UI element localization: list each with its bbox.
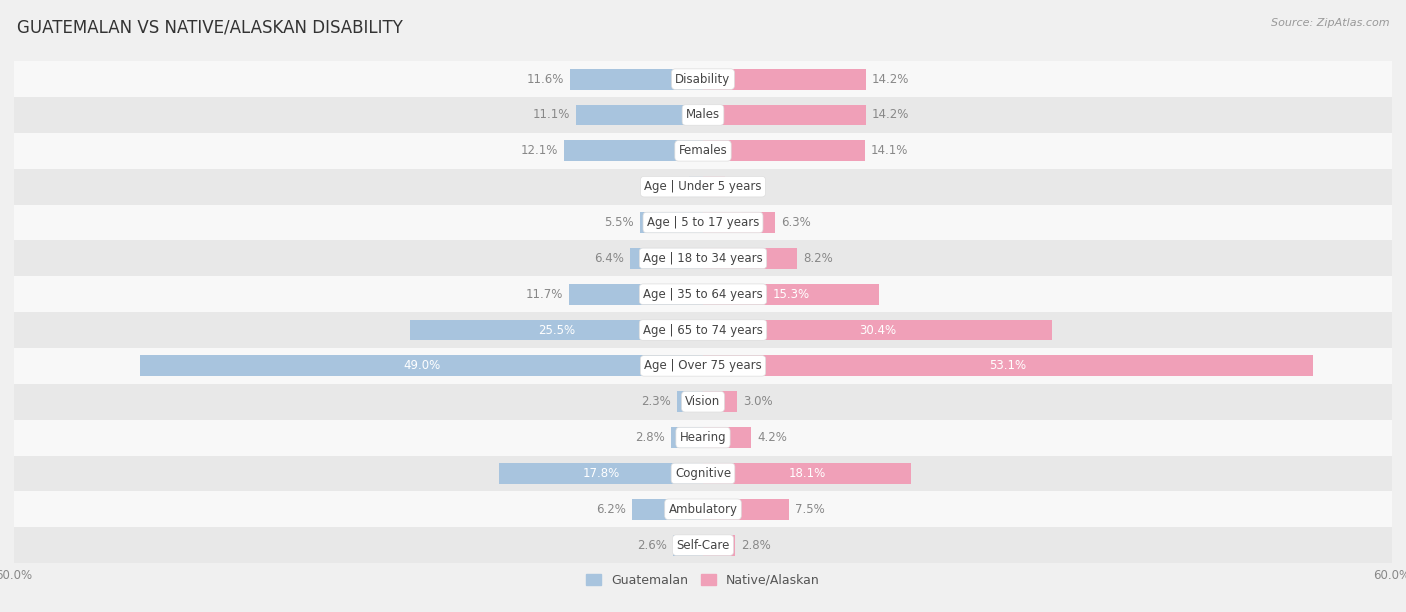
Text: Source: ZipAtlas.com: Source: ZipAtlas.com [1271, 18, 1389, 28]
Text: 1.9%: 1.9% [731, 180, 761, 193]
Bar [14, 312, 1392, 348]
Bar [14, 420, 1392, 455]
Text: 25.5%: 25.5% [538, 324, 575, 337]
Bar [703, 463, 911, 484]
Text: Vision: Vision [685, 395, 721, 408]
Bar [703, 319, 1052, 340]
Text: Cognitive: Cognitive [675, 467, 731, 480]
Bar [14, 169, 1392, 204]
Bar [703, 499, 789, 520]
Bar [703, 69, 866, 89]
Bar [703, 248, 797, 269]
Bar [564, 140, 703, 161]
Text: 2.8%: 2.8% [741, 539, 770, 551]
Bar [676, 391, 703, 412]
Bar [14, 241, 1392, 276]
Bar [14, 384, 1392, 420]
Text: 6.3%: 6.3% [782, 216, 811, 229]
Text: 12.1%: 12.1% [522, 144, 558, 157]
Text: 49.0%: 49.0% [404, 359, 440, 372]
Bar [671, 427, 703, 448]
Bar [575, 105, 703, 125]
Text: Females: Females [679, 144, 727, 157]
Text: Males: Males [686, 108, 720, 121]
Bar [499, 463, 703, 484]
Text: 11.6%: 11.6% [527, 73, 564, 86]
Bar [14, 133, 1392, 169]
Text: 2.3%: 2.3% [641, 395, 671, 408]
Text: 2.6%: 2.6% [637, 539, 668, 551]
Text: 3.0%: 3.0% [744, 395, 773, 408]
Text: GUATEMALAN VS NATIVE/ALASKAN DISABILITY: GUATEMALAN VS NATIVE/ALASKAN DISABILITY [17, 18, 402, 36]
Bar [411, 319, 703, 340]
Bar [568, 284, 703, 305]
Bar [640, 212, 703, 233]
Text: 2.8%: 2.8% [636, 431, 665, 444]
Bar [14, 61, 1392, 97]
Bar [703, 140, 865, 161]
Bar [14, 204, 1392, 241]
Bar [569, 69, 703, 89]
Text: 11.7%: 11.7% [526, 288, 562, 300]
Bar [703, 356, 1313, 376]
Bar [630, 248, 703, 269]
Text: 53.1%: 53.1% [990, 359, 1026, 372]
Bar [141, 356, 703, 376]
Bar [703, 535, 735, 556]
Bar [14, 348, 1392, 384]
Bar [689, 176, 703, 197]
Text: 11.1%: 11.1% [533, 108, 569, 121]
Text: 6.4%: 6.4% [593, 252, 624, 265]
Bar [673, 535, 703, 556]
Text: Disability: Disability [675, 73, 731, 86]
Text: 30.4%: 30.4% [859, 324, 896, 337]
Text: 8.2%: 8.2% [803, 252, 832, 265]
Text: Age | Under 5 years: Age | Under 5 years [644, 180, 762, 193]
Text: 14.1%: 14.1% [870, 144, 908, 157]
Text: 14.2%: 14.2% [872, 73, 910, 86]
Text: 15.3%: 15.3% [772, 288, 810, 300]
Text: Age | 18 to 34 years: Age | 18 to 34 years [643, 252, 763, 265]
Text: 18.1%: 18.1% [789, 467, 825, 480]
Text: Ambulatory: Ambulatory [668, 503, 738, 516]
Bar [703, 284, 879, 305]
Text: Age | Over 75 years: Age | Over 75 years [644, 359, 762, 372]
Bar [703, 105, 866, 125]
Legend: Guatemalan, Native/Alaskan: Guatemalan, Native/Alaskan [586, 574, 820, 587]
Text: 1.2%: 1.2% [654, 180, 683, 193]
Text: Age | 5 to 17 years: Age | 5 to 17 years [647, 216, 759, 229]
Bar [14, 527, 1392, 563]
Bar [14, 97, 1392, 133]
Bar [14, 276, 1392, 312]
Text: Age | 65 to 74 years: Age | 65 to 74 years [643, 324, 763, 337]
Bar [703, 427, 751, 448]
Bar [703, 176, 725, 197]
Text: 4.2%: 4.2% [756, 431, 787, 444]
Text: 17.8%: 17.8% [582, 467, 620, 480]
Text: 7.5%: 7.5% [794, 503, 824, 516]
Bar [703, 212, 775, 233]
Text: 14.2%: 14.2% [872, 108, 910, 121]
Bar [631, 499, 703, 520]
Bar [14, 455, 1392, 491]
Bar [14, 491, 1392, 527]
Text: Hearing: Hearing [679, 431, 727, 444]
Text: 6.2%: 6.2% [596, 503, 626, 516]
Text: 5.5%: 5.5% [605, 216, 634, 229]
Text: Self-Care: Self-Care [676, 539, 730, 551]
Text: Age | 35 to 64 years: Age | 35 to 64 years [643, 288, 763, 300]
Bar [703, 391, 738, 412]
